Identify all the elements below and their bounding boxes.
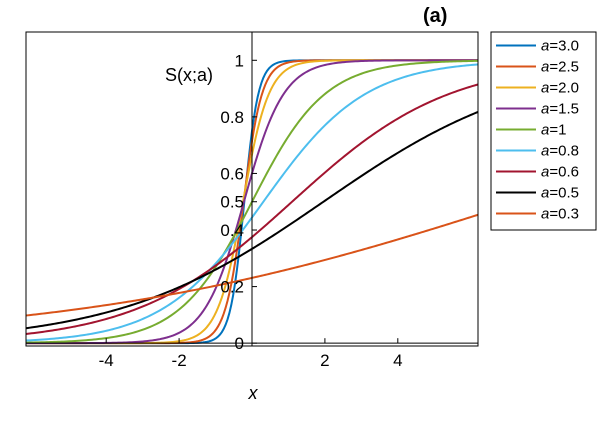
- x-axis-label: x: [248, 383, 259, 403]
- y-tick-label: 0.8: [220, 108, 244, 127]
- y-tick-label: 0.4: [220, 221, 244, 240]
- legend-entry-4: a=1: [541, 122, 566, 139]
- x-tick-label: 2: [320, 351, 329, 370]
- legend-entry-6: a=0.6: [541, 164, 579, 181]
- legend-param: a: [541, 206, 549, 223]
- legend-value: =1.5: [549, 101, 579, 118]
- legend-value: =0.8: [549, 143, 579, 160]
- y-tick-label: 0.5: [220, 193, 244, 212]
- y-tick-label: 0: [235, 334, 244, 353]
- legend-entry-8: a=0.3: [541, 206, 579, 223]
- panel-label: (a): [423, 5, 447, 27]
- axes-group: [26, 32, 478, 346]
- legend-entry-3: a=1.5: [541, 101, 579, 118]
- legend-box: [490, 31, 597, 231]
- legend-value: =2.0: [549, 80, 579, 97]
- legend-value: =0.5: [549, 185, 579, 202]
- legend-entry-1: a=2.5: [541, 59, 579, 76]
- legend-param: a: [541, 185, 549, 202]
- legend-param: a: [541, 101, 549, 118]
- y-tick-label: 0.6: [220, 164, 244, 183]
- y-axis-label: S(x;a): [165, 65, 213, 85]
- legend-param: a: [541, 80, 549, 97]
- legend-entry-5: a=0.8: [541, 143, 579, 160]
- ticks-group: -4 -2 2 4 0 0.2 0.4 0.5 0.6 0.8 1: [99, 51, 403, 370]
- x-tick-label: -4: [99, 351, 114, 370]
- legend-param: a: [541, 59, 549, 76]
- legend-value: =1: [549, 122, 566, 139]
- legend-value: =0.3: [549, 206, 579, 223]
- legend-value: =3.0: [549, 38, 579, 55]
- legend-entry-7: a=0.5: [541, 185, 579, 202]
- y-tick-label: 1: [235, 51, 244, 70]
- x-tick-label: 4: [393, 351, 402, 370]
- legend-value: =0.6: [549, 164, 579, 181]
- legend-param: a: [541, 164, 549, 181]
- legend-param: a: [541, 122, 549, 139]
- legend-param: a: [541, 38, 549, 55]
- legend-entry-2: a=2.0: [541, 80, 579, 97]
- legend-value: =2.5: [549, 59, 579, 76]
- x-tick-label: -2: [172, 351, 187, 370]
- legend: a=3.0a=2.5a=2.0a=1.5a=1a=0.8a=0.6a=0.5a=…: [490, 31, 597, 231]
- y-tick-label: 0.2: [220, 278, 244, 297]
- legend-entry-0: a=3.0: [541, 38, 579, 55]
- legend-param: a: [541, 143, 549, 160]
